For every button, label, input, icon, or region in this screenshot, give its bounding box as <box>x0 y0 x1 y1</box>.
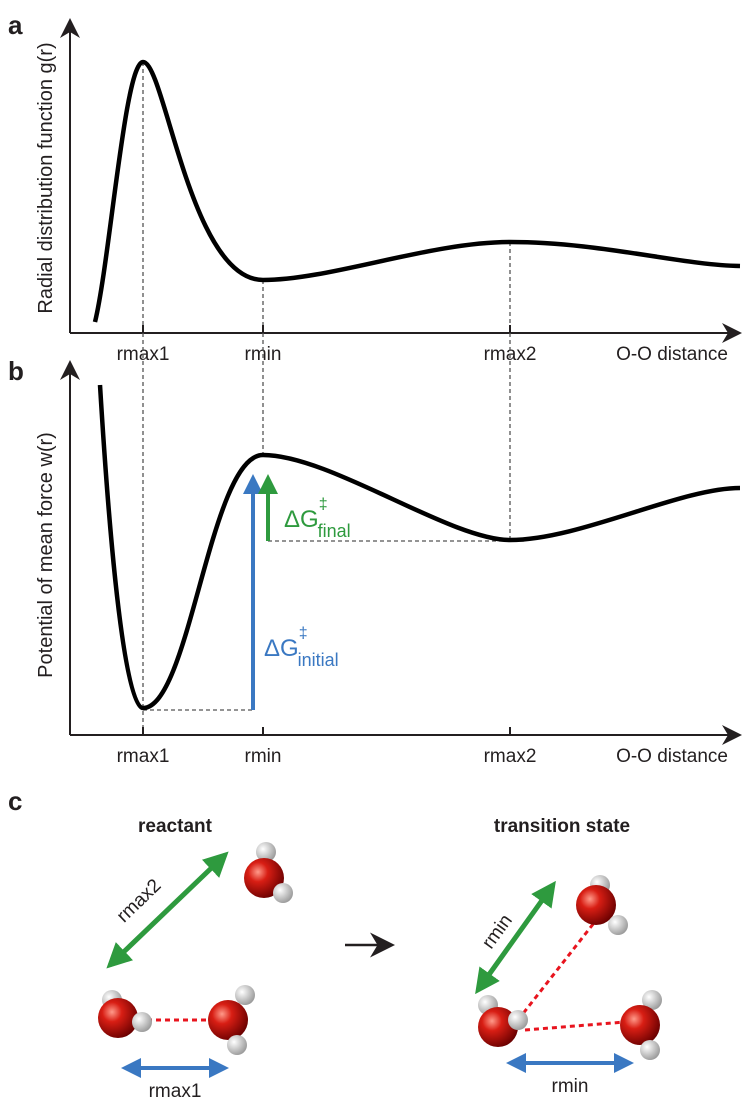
tick-label: rmax1 <box>117 746 170 767</box>
final-label: ΔG‡ final <box>284 496 351 541</box>
x-axis-label: O-O distance <box>616 746 728 767</box>
x-axis-label: O-O distance <box>616 344 728 365</box>
y-axis-label: Radial distribution function g(r) <box>35 42 57 313</box>
state-title: reactant <box>138 816 213 837</box>
transition-state-molecules <box>475 875 662 1073</box>
symbol: ΔG <box>264 635 299 662</box>
rdf-curve <box>92 59 741 323</box>
subscript: initial <box>298 650 339 670</box>
distance-label: rmin <box>552 1076 589 1097</box>
initial-label: ΔG‡ initial <box>264 625 339 670</box>
guide-lines <box>142 62 511 333</box>
tick-marks <box>142 727 511 735</box>
panel-label: a <box>8 10 23 40</box>
reactant-molecules <box>98 842 293 1078</box>
panel-label: c <box>8 786 22 816</box>
symbol: ΔG <box>284 506 319 533</box>
superscript: ‡ <box>299 625 308 642</box>
panel-label: b <box>8 356 24 386</box>
tick-label: rmin <box>245 746 282 767</box>
state-title: transition state <box>494 816 630 837</box>
subscript: final <box>318 521 351 541</box>
tick-marks <box>142 325 511 333</box>
tick-label: rmax2 <box>484 746 537 767</box>
y-axis-label: Potential of mean force w(r) <box>35 432 57 678</box>
superscript: ‡ <box>319 496 328 513</box>
distance-label: rmax1 <box>149 1081 202 1102</box>
pmf-curve <box>97 384 741 711</box>
